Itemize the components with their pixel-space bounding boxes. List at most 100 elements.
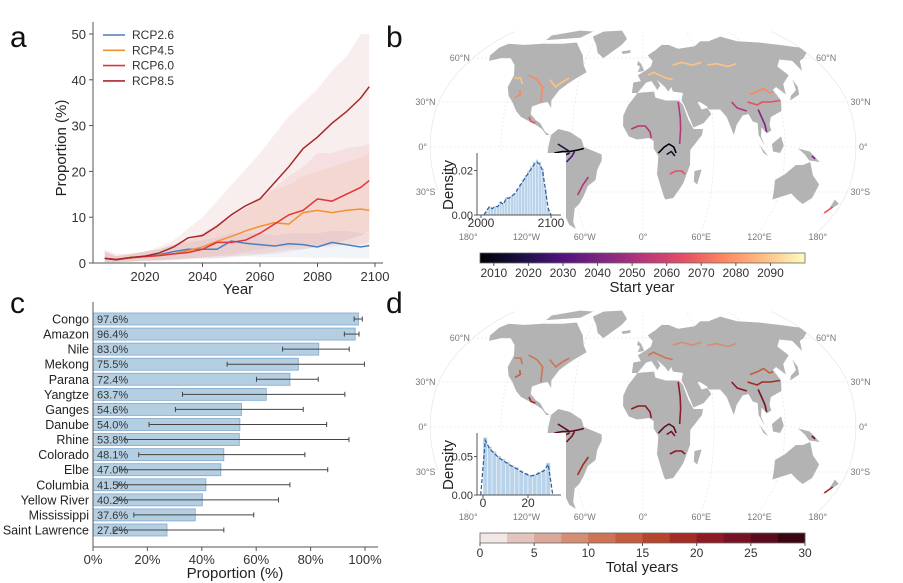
land xyxy=(790,79,800,101)
x-tick-label: 2020 xyxy=(131,269,160,284)
x-tick-label: 2060 xyxy=(246,269,275,284)
histogram-bar xyxy=(518,470,524,496)
latitude-label-right: 30°S xyxy=(850,187,870,197)
category-label: Yangtze xyxy=(44,388,89,402)
river xyxy=(630,125,653,139)
colorbar-step xyxy=(777,533,806,543)
river xyxy=(565,151,576,163)
longitude-line xyxy=(571,31,601,234)
land xyxy=(772,442,820,485)
colorbar-step xyxy=(669,533,697,543)
legend-label: RCP4.5 xyxy=(132,43,174,57)
bar-value-label: 83.0% xyxy=(97,344,128,356)
latitude-label-right: 30°N xyxy=(850,97,870,107)
latitude-label-left: 30°N xyxy=(415,97,435,107)
river xyxy=(528,354,544,383)
land xyxy=(489,322,587,415)
histogram-bar xyxy=(527,474,533,496)
river xyxy=(677,381,682,425)
longitude-label: 120°W xyxy=(513,232,541,242)
land xyxy=(592,30,628,59)
river xyxy=(823,206,834,214)
category-label: Rhine xyxy=(56,433,89,447)
legend-label: RCP2.6 xyxy=(132,28,174,42)
panel-d-map: 0.00 0.05 0 20 Density 60°N 60°N 30°N 30°N 0° 0° 30… xyxy=(415,310,871,576)
axis-ticks: 2020 2040 2060 2080 2100 0 10 20 30 40 50 xyxy=(72,27,390,284)
axis-ticks: 0% 20% 40% 60% 80% 100% xyxy=(84,547,382,567)
band-rcp45 xyxy=(104,153,370,263)
category-label: Danube xyxy=(45,418,89,432)
river xyxy=(557,423,571,433)
colorbar-step xyxy=(534,533,562,543)
x-tick-label: 60% xyxy=(243,552,269,567)
histogram-bar xyxy=(518,183,522,216)
river xyxy=(707,62,737,68)
histogram-bar xyxy=(487,446,493,496)
river xyxy=(757,389,768,413)
river xyxy=(669,450,686,455)
latitude-label-right: 0° xyxy=(859,142,868,152)
bar-value-label: 96.4% xyxy=(97,329,128,341)
colorbar-tick-label: 2030 xyxy=(550,266,577,280)
bar-value-label: 75.5% xyxy=(97,359,128,371)
river xyxy=(514,357,523,365)
category-label: Saint Lawrence xyxy=(3,523,89,537)
longitude-label: 180° xyxy=(808,232,827,242)
bar-value-label: 37.6% xyxy=(97,510,128,522)
histogram-bar xyxy=(514,467,520,496)
bar-value-label: 41.5% xyxy=(97,480,128,492)
category-label: Ganges xyxy=(45,403,89,417)
histogram-bar xyxy=(513,192,517,216)
latitude-label-right: 30°S xyxy=(850,467,870,477)
density-inset: 0.00 0.02 2000 2100 Density xyxy=(438,153,566,230)
histogram-bar xyxy=(515,188,519,216)
river xyxy=(630,405,653,419)
panel-b-map: 0.00 0.02 2000 2100 Density 60°N 60°N 30°N 30°N 0… xyxy=(415,30,871,296)
river xyxy=(647,351,673,361)
land xyxy=(755,139,769,157)
inset-x-tick-label: 2100 xyxy=(538,216,565,230)
category-label: Mekong xyxy=(45,358,90,372)
histogram-bar xyxy=(527,170,531,216)
land xyxy=(797,428,820,443)
category-label: Colorado xyxy=(38,448,89,462)
inset-y-axis-label: Density xyxy=(440,159,457,210)
colorbar-tick-label: 0 xyxy=(477,546,484,560)
bar-value-label: 48.1% xyxy=(97,450,128,462)
river xyxy=(672,61,702,66)
inset-y-tick-label: 0.00 xyxy=(452,490,473,502)
y-tick-label: 10 xyxy=(72,210,86,225)
river xyxy=(528,116,536,124)
longitude-label: 60°W xyxy=(574,512,597,522)
river xyxy=(757,109,768,133)
latitude-label-left: 0° xyxy=(418,422,427,432)
latitude-label-left: 30°S xyxy=(416,187,436,197)
histogram-bar xyxy=(496,205,500,216)
histogram-bar xyxy=(507,197,511,216)
river xyxy=(549,357,570,368)
colorbar-tick-label: 5 xyxy=(531,546,538,560)
land xyxy=(818,479,839,496)
latitude-label-right: 0° xyxy=(859,422,868,432)
colorbar-step xyxy=(507,533,535,543)
longitude-label: 60°W xyxy=(574,232,597,242)
colorbar: 2010 2020 2030 2040 2050 2060 2070 2080 2090 Star… xyxy=(479,252,806,296)
colorbar-step xyxy=(723,533,752,543)
histogram-bar xyxy=(505,461,511,496)
colorbar-title: Start year xyxy=(609,279,674,296)
histogram-bar xyxy=(535,159,539,216)
inset-y-tick-label: 0.02 xyxy=(452,166,473,178)
histogram-bar xyxy=(523,472,529,496)
river xyxy=(528,396,536,404)
longitude-label: 0° xyxy=(639,232,648,242)
land xyxy=(489,42,587,135)
land xyxy=(637,340,645,353)
bar xyxy=(92,312,359,326)
river xyxy=(731,101,748,112)
y-tick-label: 20 xyxy=(72,164,86,179)
land xyxy=(693,169,702,185)
bar-value-label: 54.6% xyxy=(97,404,128,416)
histogram-bar xyxy=(500,458,506,496)
land xyxy=(755,419,769,437)
x-tick-label: 2100 xyxy=(361,269,390,284)
